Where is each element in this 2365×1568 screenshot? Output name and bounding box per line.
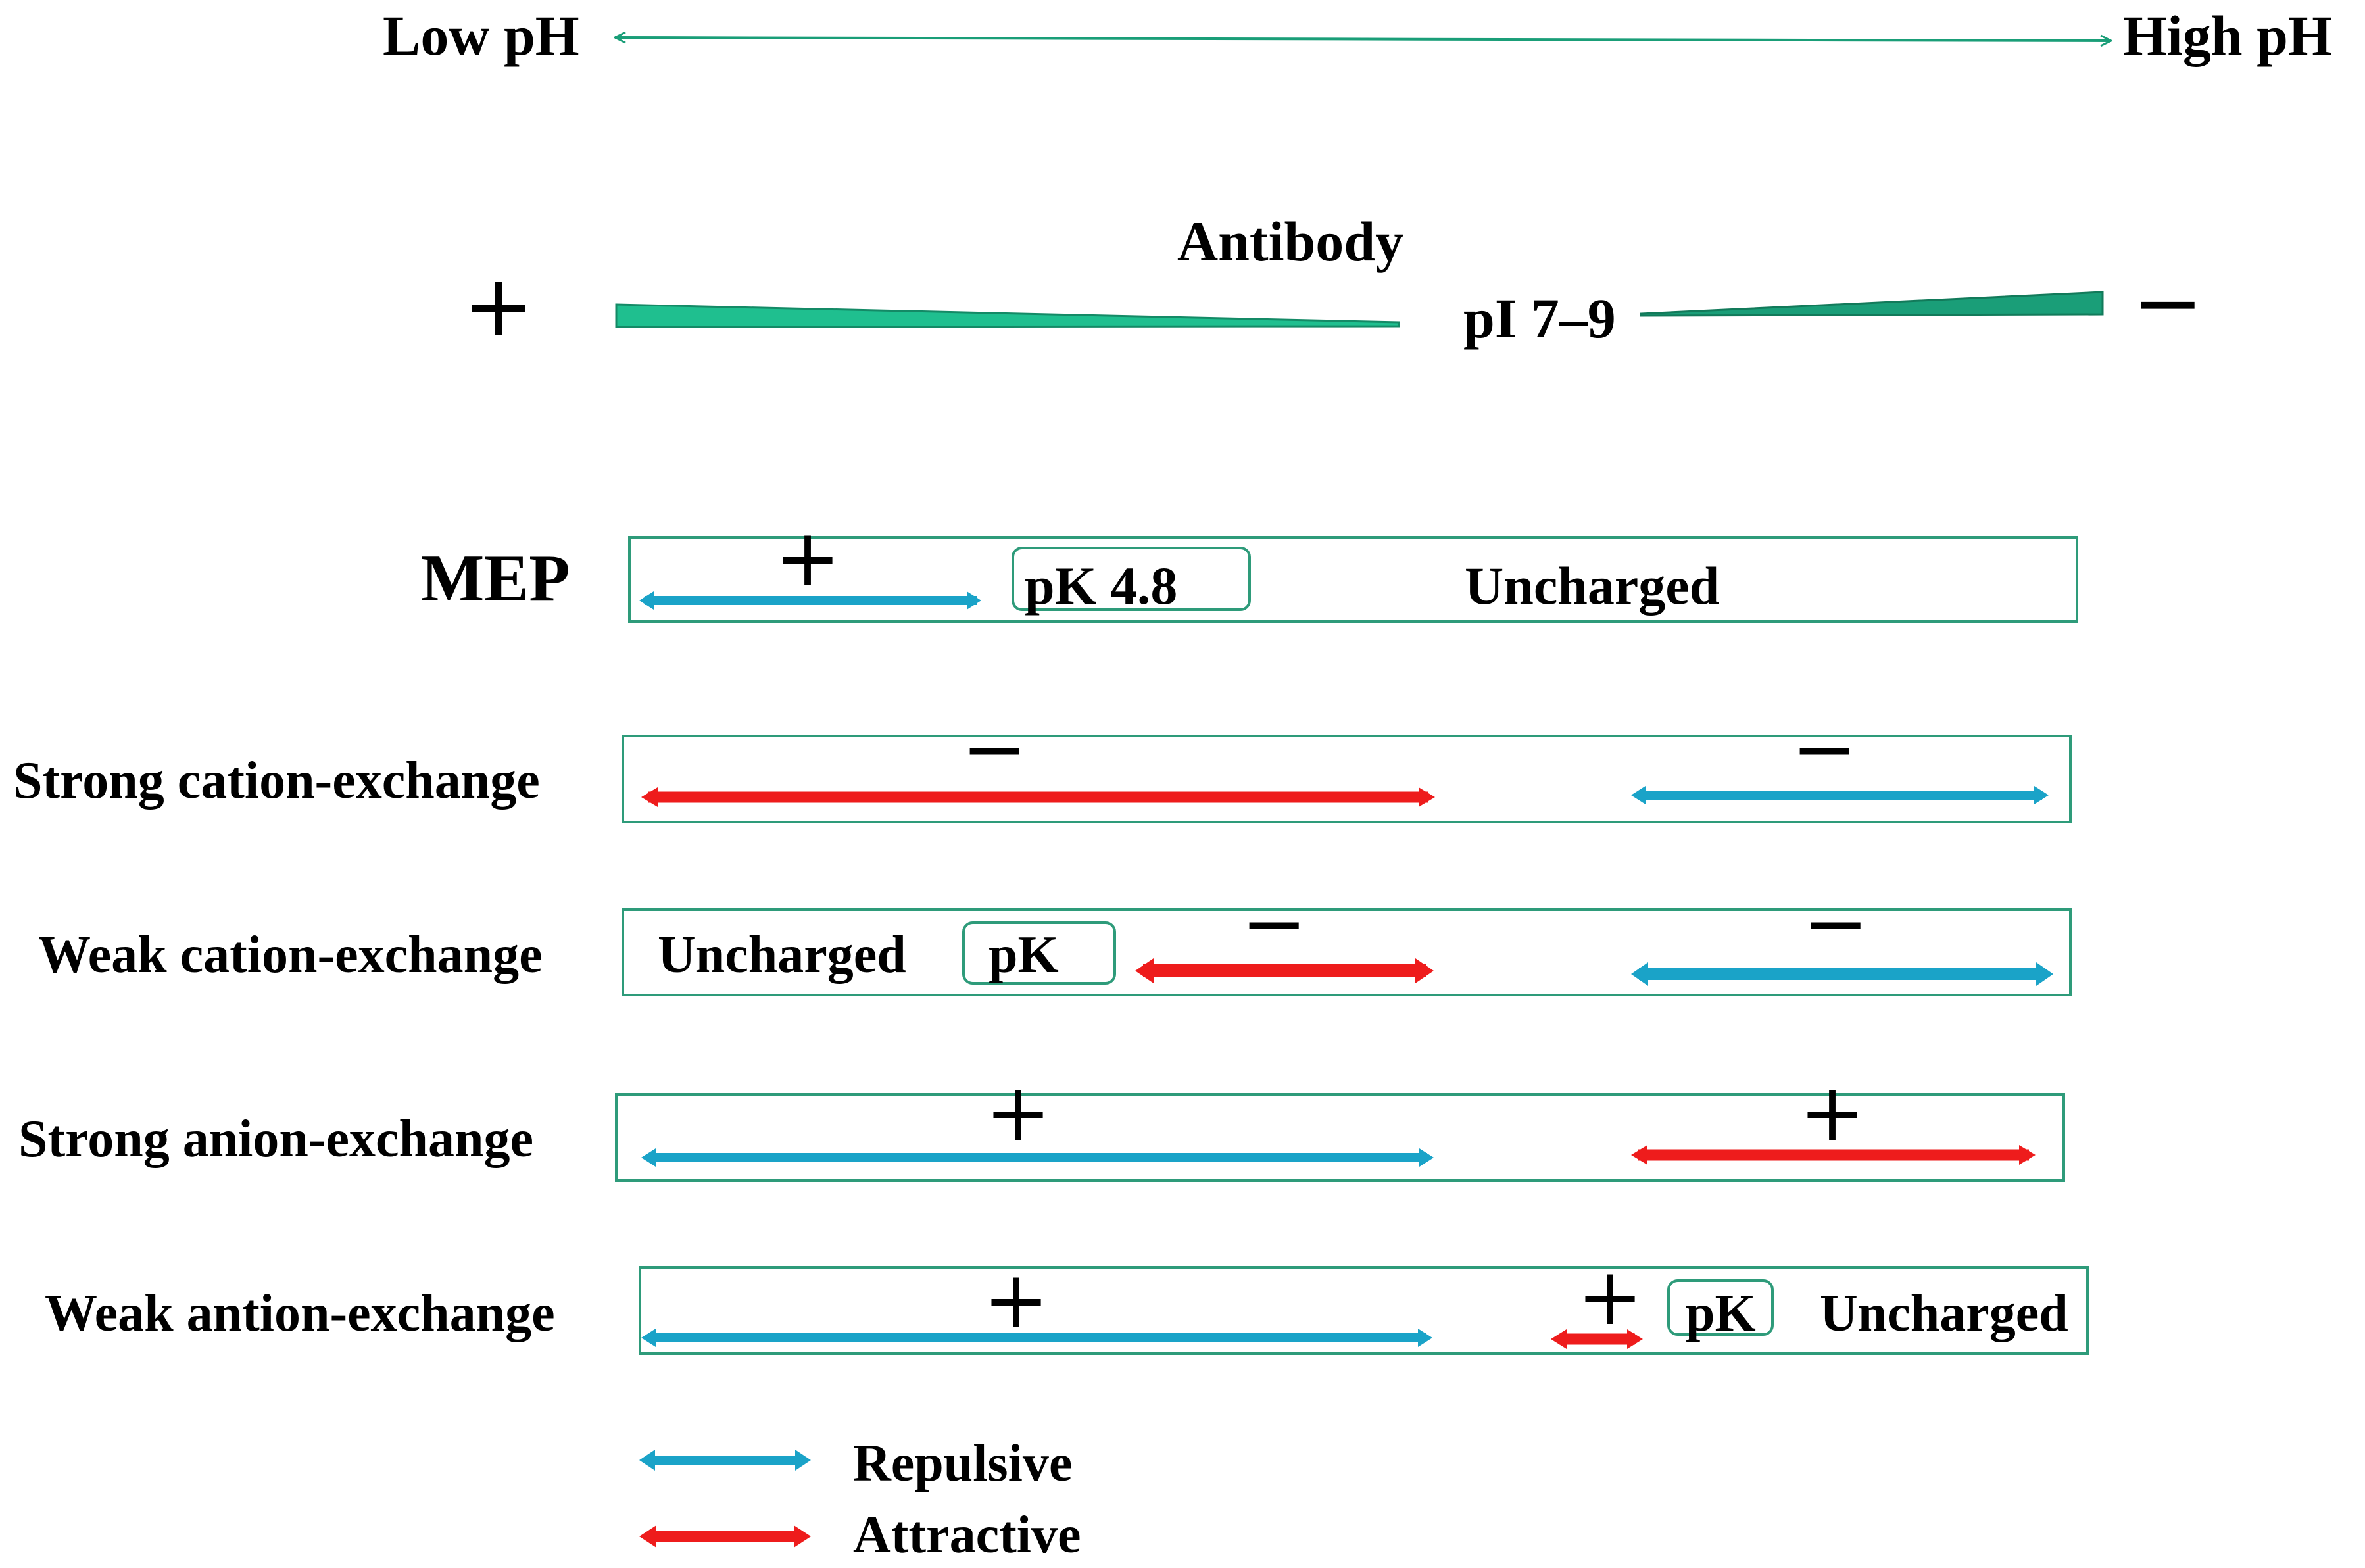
- weak-cation-pk-label: pK: [988, 926, 1059, 984]
- negative-charge-wedge: [1640, 291, 2104, 317]
- weak-anion-row: Weak antion-exchange + + pK Uncharged: [45, 1252, 2089, 1355]
- weak-anion-label: Weak antion-exchange: [45, 1285, 555, 1342]
- strong-anion-box: [615, 1093, 2065, 1182]
- ph-axis-arrow: [615, 37, 2111, 41]
- weak-cation-sign-right: −: [1803, 878, 1869, 969]
- legend: Repulsive Attractive: [639, 1434, 1081, 1564]
- mep-pk-label: pK 4.8: [1025, 556, 1177, 616]
- strong-cation-box: [622, 735, 2072, 823]
- mep-row: MEP + pK 4.8 Uncharged: [421, 513, 2078, 623]
- high-ph-label: High pH: [2123, 4, 2332, 67]
- mep-box: [628, 536, 2078, 623]
- strong-anion-sign-left: +: [985, 1067, 1052, 1159]
- legend-repulsive-swatch: [639, 1450, 811, 1471]
- mep-label: MEP: [421, 541, 570, 616]
- antibody-plus-sign: +: [463, 256, 535, 356]
- antibody-minus-sign: −: [2132, 253, 2204, 353]
- weak-anion-pk-label: pK: [1686, 1285, 1756, 1342]
- low-ph-label: Low pH: [383, 4, 579, 67]
- mep-uncharged-label: Uncharged: [1465, 556, 1719, 616]
- strong-cation-sign-left: −: [962, 704, 1028, 795]
- legend-attractive-swatch: [639, 1525, 811, 1548]
- weak-cation-row: Weak cation-exchange Uncharged pK − −: [38, 878, 2072, 996]
- weak-cation-label: Weak cation-exchange: [38, 926, 543, 984]
- strong-anion-label: Strong anion-exchange: [18, 1110, 533, 1168]
- arrow-repulsive: [641, 1148, 1434, 1167]
- arrow-repulsive: [639, 591, 981, 610]
- arrow-repulsive: [641, 1329, 1432, 1347]
- strong-anion-row: Strong anion-exchange + +: [18, 1067, 2065, 1182]
- arrow-repulsive: [1631, 786, 2049, 804]
- arrow-attractive: [1631, 1145, 2036, 1165]
- legend-attractive-label: Attractive: [853, 1506, 1081, 1564]
- weak-anion-sign-right: +: [1577, 1252, 1644, 1343]
- weak-anion-sign-left: +: [983, 1255, 1050, 1346]
- strong-cation-row: Strong cation-exchange − −: [13, 704, 2072, 823]
- arrow-repulsive: [1631, 962, 2053, 986]
- strong-cation-label: Strong cation-exchange: [13, 752, 540, 810]
- mep-pk-box: [1012, 547, 1251, 611]
- strong-anion-sign-right: +: [1799, 1067, 1866, 1159]
- arrow-attractive: [641, 787, 1435, 807]
- positive-charge-wedge: [615, 303, 1400, 328]
- weak-anion-box: [639, 1266, 2089, 1355]
- arrow-attractive: [1551, 1329, 1643, 1349]
- weak-anion-uncharged-label: Uncharged: [1820, 1285, 2068, 1342]
- mep-sign: +: [775, 513, 841, 604]
- weak-anion-pk-box: [1667, 1279, 1774, 1336]
- antibody-title: Antibody: [1177, 210, 1403, 273]
- legend-repulsive-label: Repulsive: [853, 1434, 1072, 1492]
- antibody-pi-label: pI 7–9: [1463, 287, 1616, 350]
- arrow-attractive: [1135, 958, 1434, 983]
- strong-cation-sign-right: −: [1792, 704, 1858, 795]
- weak-cation-pk-box: [962, 921, 1116, 985]
- weak-cation-box: [622, 908, 2072, 996]
- weak-cation-sign-left: −: [1241, 878, 1307, 969]
- weak-cation-uncharged-label: Uncharged: [658, 926, 906, 984]
